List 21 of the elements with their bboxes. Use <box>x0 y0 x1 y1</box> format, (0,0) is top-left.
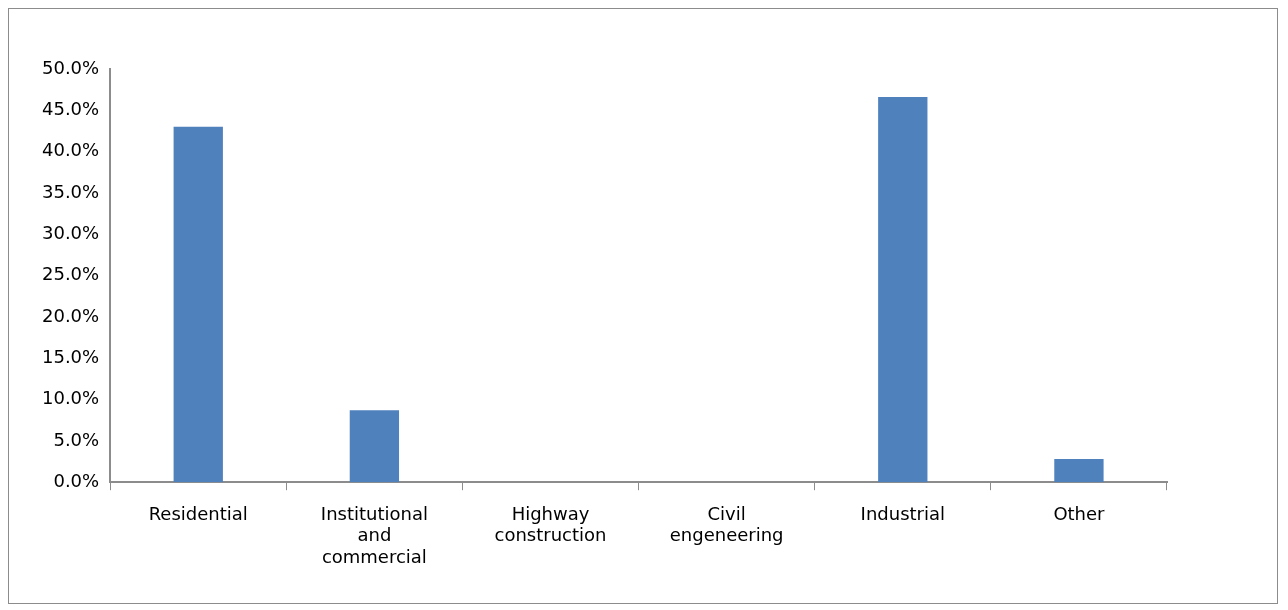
y-tick-label: 35.0% <box>41 180 100 202</box>
y-tick-label: 5.0% <box>53 428 100 450</box>
y-tick-label: 30.0% <box>41 221 100 243</box>
x-tick-label: Institutional and commercial <box>320 502 428 567</box>
bar <box>1054 459 1104 483</box>
y-tick-label: 40.0% <box>41 139 100 161</box>
bar <box>173 126 223 483</box>
x-tick-label: Residential <box>148 502 248 524</box>
x-tick-label: Other <box>1053 502 1106 524</box>
y-tick-label: 45.0% <box>41 97 100 119</box>
bar <box>349 410 400 483</box>
y-tick-label: 0.0% <box>53 469 100 491</box>
y-tick-label: 10.0% <box>41 387 100 409</box>
y-tick-label: 50.0% <box>41 56 100 78</box>
y-tick-label: 20.0% <box>41 304 100 326</box>
y-tick-label: 15.0% <box>41 345 100 367</box>
y-tick-label: 25.0% <box>41 263 100 285</box>
x-tick-label: Highway construction <box>494 502 607 546</box>
bar <box>878 97 928 483</box>
x-tick-label: Civil engeneering <box>669 502 784 546</box>
x-tick-label: Industrial <box>860 502 946 524</box>
